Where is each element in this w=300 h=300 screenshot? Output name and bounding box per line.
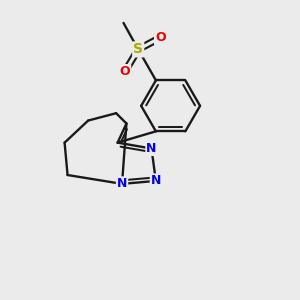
- Text: S: S: [133, 42, 143, 56]
- Text: N: N: [151, 174, 161, 188]
- Text: N: N: [146, 142, 157, 155]
- Text: O: O: [120, 65, 130, 78]
- Text: O: O: [155, 31, 166, 44]
- Text: N: N: [117, 177, 127, 190]
